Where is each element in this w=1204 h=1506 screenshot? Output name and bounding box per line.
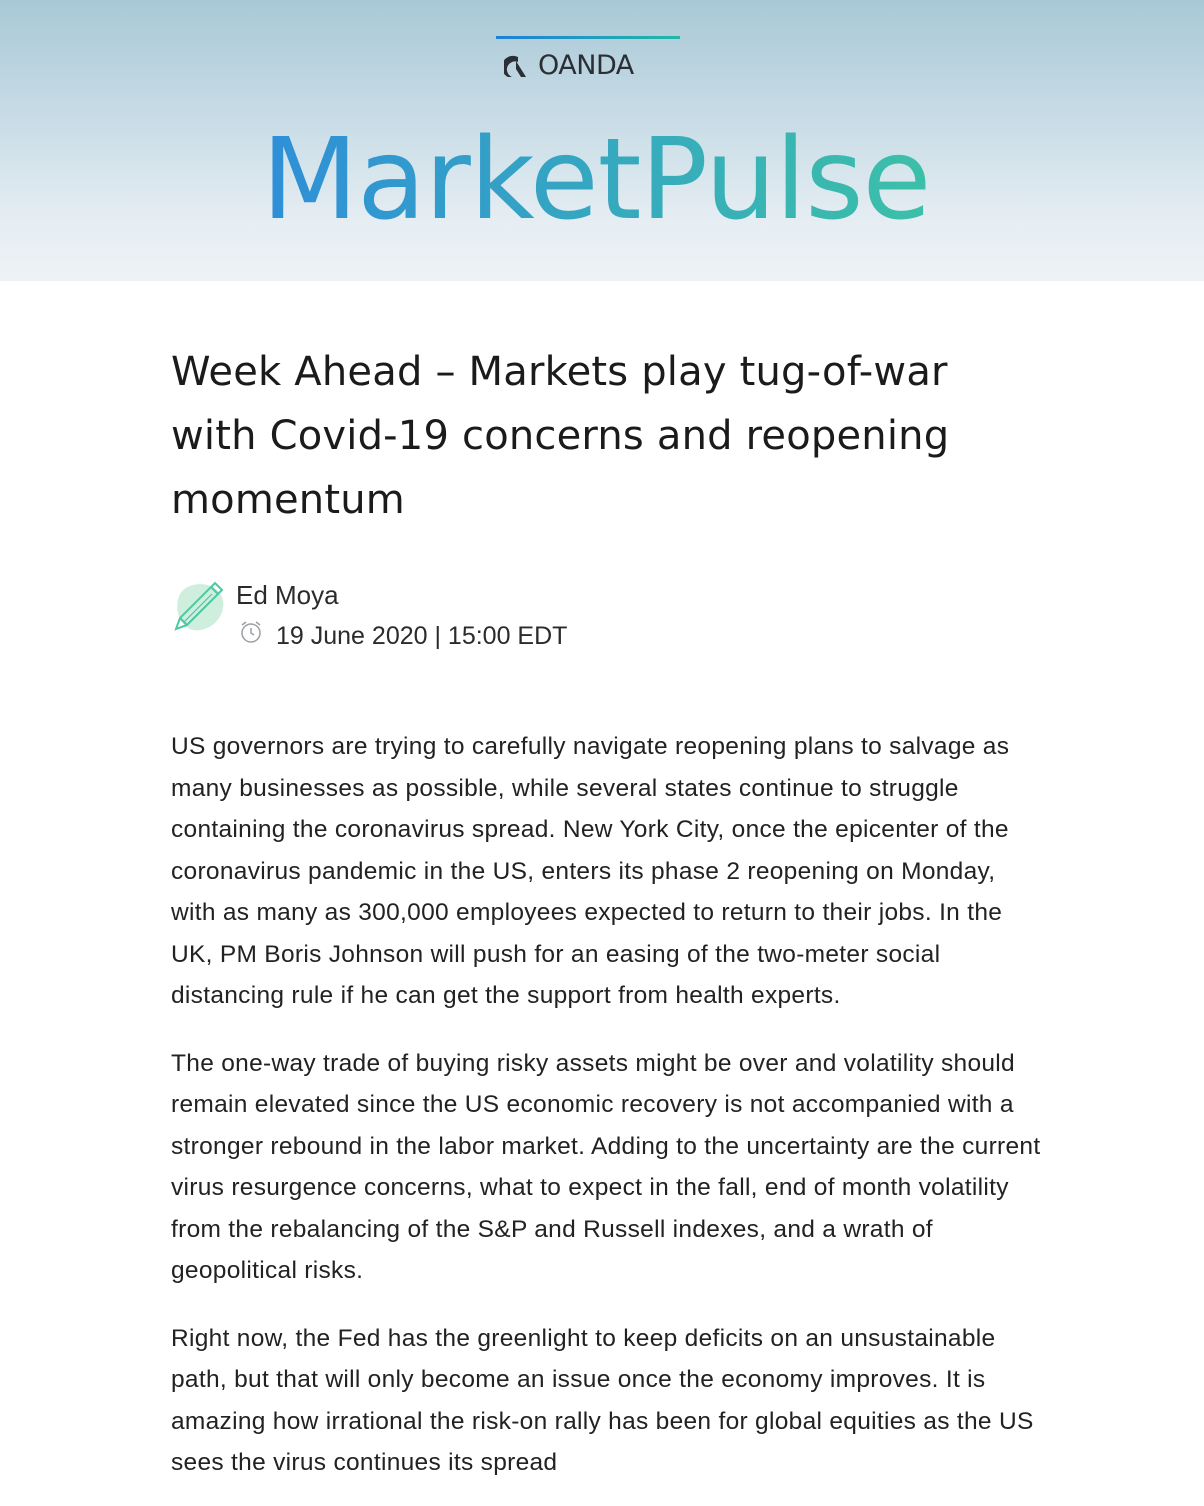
marketpulse-wordmark: MarketPulse <box>262 115 932 245</box>
paragraph: The one-way trade of buying risky assets… <box>171 1049 1041 1285</box>
oanda-logo[interactable]: OANDA <box>496 36 680 82</box>
author-name[interactable]: Ed Moya <box>236 580 339 610</box>
article: Week Ahead – Markets play tug-of-war wit… <box>171 340 1041 1506</box>
article-body: US governors are trying to carefully nav… <box>171 726 1041 1484</box>
oanda-mark-icon <box>504 55 526 77</box>
brand-pulse: Pulse <box>641 115 931 245</box>
paragraph: US governors are trying to carefully nav… <box>171 733 1010 1009</box>
marketpulse-logo[interactable]: MarketPulse <box>0 105 1204 255</box>
clock-icon <box>241 621 261 643</box>
site-header: OANDA MarketPulse <box>0 0 1204 281</box>
brand-market: Market <box>262 115 641 245</box>
author-pencil-avatar-icon[interactable] <box>171 578 227 634</box>
svg-text:MarketPulse: MarketPulse <box>262 115 931 245</box>
oanda-wordmark: OANDA <box>538 50 634 81</box>
byline: Ed Moya 19 June 2020 | 15:00 EDT <box>171 574 1041 664</box>
article-title: Week Ahead – Markets play tug-of-war wit… <box>171 349 950 523</box>
paragraph: Right now, the Fed has the greenlight to… <box>171 1324 1034 1477</box>
publish-date: 19 June 2020 | 15:00 EDT <box>276 622 568 650</box>
oanda-accent-bar <box>496 36 680 39</box>
